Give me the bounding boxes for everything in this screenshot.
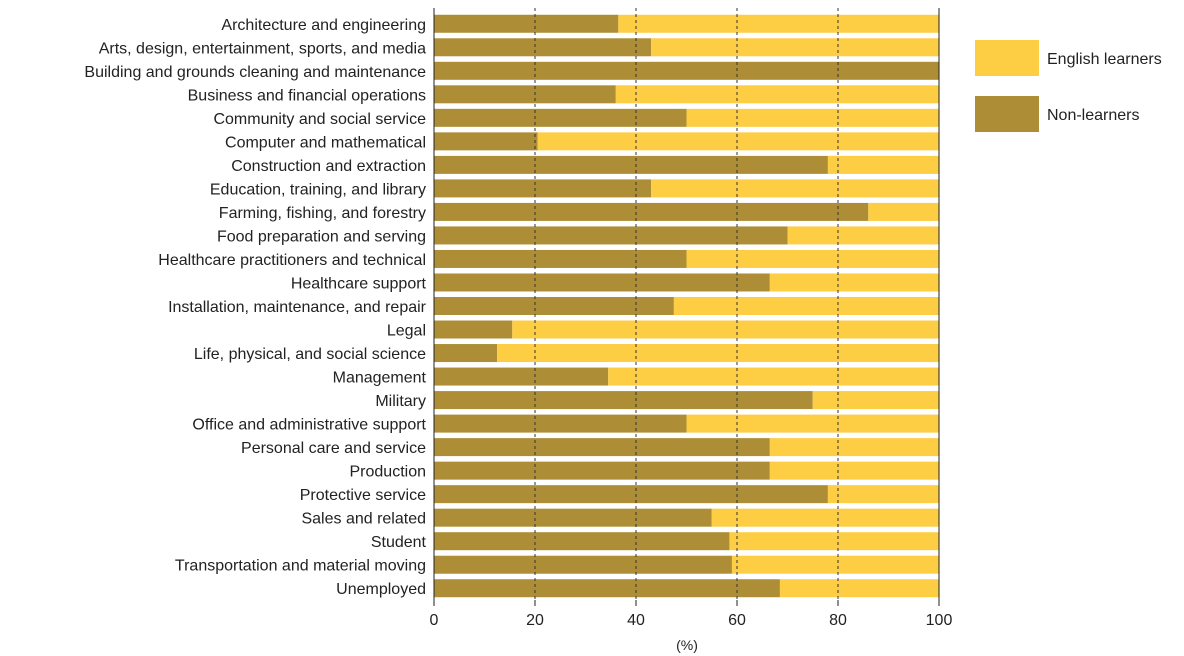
bar-english-learners xyxy=(731,555,939,574)
bar-english-learners xyxy=(686,249,939,268)
bar-non-learners xyxy=(434,85,616,104)
bar-non-learners xyxy=(434,108,687,127)
category-label: Unemployed xyxy=(336,581,426,598)
bar-english-learners xyxy=(686,108,939,127)
bar-non-learners xyxy=(434,555,732,574)
x-axis-title: (%) xyxy=(676,637,698,653)
category-label: Architecture and engineering xyxy=(221,17,426,34)
bar-english-learners xyxy=(711,508,939,527)
bar-english-learners xyxy=(827,155,939,174)
bar-non-learners xyxy=(434,367,609,386)
bar-non-learners xyxy=(434,273,770,292)
bar-non-learners xyxy=(434,38,652,57)
bar-english-learners xyxy=(512,320,939,339)
bar-non-learners xyxy=(434,249,687,268)
bar-non-learners xyxy=(434,532,730,551)
legend-swatch xyxy=(975,96,1039,132)
bar-non-learners xyxy=(434,508,712,527)
category-labels: Architecture and engineering Arts, design… xyxy=(84,17,426,598)
x-tick-label: 40 xyxy=(627,612,645,629)
bar-non-learners xyxy=(434,297,674,315)
bar-non-learners xyxy=(434,14,619,33)
category-label: Management xyxy=(333,370,427,387)
legend-label: Non-learners xyxy=(1047,107,1139,124)
category-label: Protective service xyxy=(300,487,426,504)
category-label: Transportation and material moving xyxy=(175,558,426,575)
x-tick-label: 80 xyxy=(829,612,847,629)
category-label: Healthcare practitioners and technical xyxy=(158,252,426,269)
bar-non-learners xyxy=(434,155,828,174)
category-label: Office and administrative support xyxy=(192,417,426,434)
category-label: Building and grounds cleaning and mainte… xyxy=(84,64,426,81)
bar-english-learners xyxy=(651,38,939,57)
bar-non-learners xyxy=(434,461,770,480)
x-axis: 0 20 40 60 80 100 xyxy=(430,8,953,629)
bar-english-learners xyxy=(868,202,939,221)
bar-english-learners xyxy=(827,485,939,504)
category-label: Production xyxy=(350,464,427,481)
bar-english-learners xyxy=(779,579,939,598)
category-label: Personal care and service xyxy=(241,440,426,457)
bar-non-learners xyxy=(434,320,513,339)
category-label: Life, physical, and social science xyxy=(194,346,426,363)
legend-item-non-learners: Non-learners xyxy=(975,96,1139,132)
bar-english-learners xyxy=(618,14,939,33)
bar-non-learners xyxy=(434,344,498,363)
bar-english-learners xyxy=(673,297,939,315)
category-label: Computer and mathematical xyxy=(225,134,426,151)
bar-non-learners xyxy=(434,485,828,504)
category-label: Farming, fishing, and forestry xyxy=(219,205,426,222)
grid-layer xyxy=(534,8,839,606)
bar-english-learners xyxy=(769,273,939,292)
bars-layer xyxy=(434,14,939,598)
bar-english-learners xyxy=(812,391,939,410)
bar-english-learners xyxy=(769,461,939,480)
x-tick-label: 0 xyxy=(430,612,439,629)
category-label: Student xyxy=(371,534,427,551)
bar-non-learners xyxy=(434,202,869,221)
bar-non-learners xyxy=(434,579,780,598)
category-label: Military xyxy=(375,393,426,410)
category-label: Healthcare support xyxy=(291,275,427,292)
category-label: Business and financial operations xyxy=(188,87,426,104)
category-label: Legal xyxy=(387,323,426,340)
bar-non-learners xyxy=(434,61,939,80)
legend-label: English learners xyxy=(1047,51,1162,68)
x-tick-label: 100 xyxy=(926,612,953,629)
bar-english-learners xyxy=(608,367,939,386)
category-label: Sales and related xyxy=(301,511,426,528)
legend: English learners Non-learners xyxy=(975,40,1162,132)
bar-non-learners xyxy=(434,438,770,457)
x-tick-label: 60 xyxy=(728,612,746,629)
bar-non-learners xyxy=(434,132,538,151)
bar-english-learners xyxy=(651,179,939,198)
bar-english-learners xyxy=(615,85,939,104)
category-label: Education, training, and library xyxy=(210,181,426,198)
category-label: Arts, design, entertainment, sports, and… xyxy=(99,40,426,57)
bar-english-learners xyxy=(686,414,939,433)
legend-item-english-learners: English learners xyxy=(975,40,1162,76)
bar-english-learners xyxy=(787,226,939,245)
x-tick-label: 20 xyxy=(526,612,544,629)
category-label: Construction and extraction xyxy=(231,158,426,175)
bar-non-learners xyxy=(434,179,652,198)
legend-swatch xyxy=(975,40,1039,76)
category-label: Food preparation and serving xyxy=(217,228,426,245)
bar-english-learners xyxy=(497,344,939,363)
category-label: Community and social service xyxy=(213,111,426,128)
category-label: Installation, maintenance, and repair xyxy=(168,299,427,316)
bar-english-learners xyxy=(769,438,939,457)
bar-non-learners xyxy=(434,391,813,410)
bar-non-learners xyxy=(434,226,788,245)
bar-english-learners xyxy=(537,132,939,151)
bar-english-learners xyxy=(729,532,939,551)
bar-non-learners xyxy=(434,414,687,433)
